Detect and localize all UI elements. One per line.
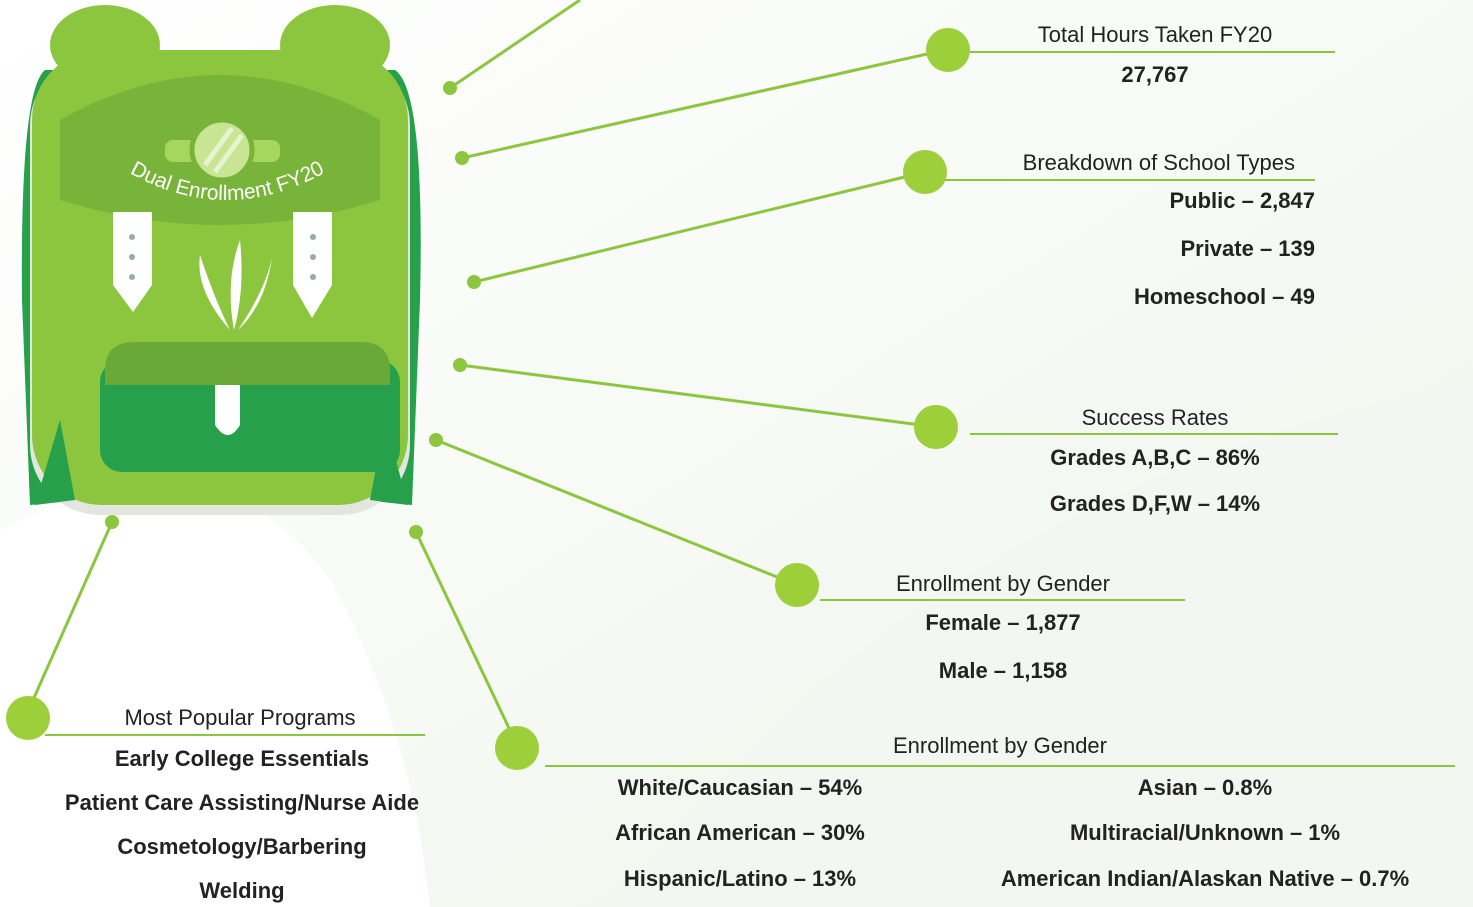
item-label: Hispanic/Latino –: [624, 866, 806, 891]
backpack: Dual Enrollment FY20: [21, 5, 421, 515]
section-value: Grades D,F,W –14%: [1050, 491, 1260, 516]
section-value: African American –30%: [615, 820, 865, 845]
section-title: Most Popular Programs: [124, 705, 355, 730]
section-value: Multiracial/Unknown –1%: [1070, 820, 1340, 845]
section-value: Asian –0.8%: [1138, 775, 1272, 800]
section-title: Total Hours Taken FY20: [1038, 22, 1272, 47]
section-title: Enrollment by Gender: [893, 733, 1107, 758]
item-label: Grades D,F,W –: [1050, 491, 1210, 516]
item-value: 0.7%: [1359, 866, 1409, 891]
section-value: Public – 2,847: [1169, 188, 1315, 213]
item-value: 0.8%: [1222, 775, 1272, 800]
item-value: 30%: [821, 820, 865, 845]
white-curve: [0, 485, 430, 907]
section-value: Grades A,B,C – 86%: [1050, 445, 1259, 470]
item-value: 86%: [1216, 445, 1260, 470]
item-value: 1%: [1308, 820, 1340, 845]
item-label: Grades A,B,C –: [1050, 445, 1209, 470]
item-value: 14%: [1216, 491, 1260, 516]
item-value: 13%: [812, 866, 856, 891]
section-title: Breakdown of School Types: [1023, 150, 1295, 175]
section-value: Homeschool – 49: [1134, 284, 1315, 309]
section-value: Private – 139: [1180, 236, 1315, 261]
section-value: American Indian/Alaskan Native –0.7%: [1001, 866, 1409, 891]
section-value: White/Caucasian –54%: [618, 775, 862, 800]
item-label: Multiracial/Unknown –: [1070, 820, 1302, 845]
section-title: Success Rates: [1082, 405, 1229, 430]
section-value: 27,767: [1121, 62, 1188, 87]
item-value: 54%: [818, 775, 862, 800]
connectors: [6, 0, 1455, 770]
section-value: Early College Essentials: [115, 746, 369, 771]
section-value: Patient Care Assisting/Nurse Aide: [65, 790, 419, 815]
swoosh: [620, 380, 1473, 907]
section-title: Enrollment by Gender: [896, 571, 1110, 596]
item-label: African American –: [615, 820, 815, 845]
section-value: Male – 1,158: [939, 658, 1067, 683]
section-value: Welding: [199, 878, 284, 903]
item-label: White/Caucasian –: [618, 775, 812, 800]
item-label: Asian –: [1138, 775, 1216, 800]
section-value: Hispanic/Latino –13%: [624, 866, 856, 891]
item-label: American Indian/Alaskan Native –: [1001, 866, 1353, 891]
section-value: Female – 1,877: [925, 610, 1080, 635]
section-value: Cosmetology/Barbering: [117, 834, 366, 859]
